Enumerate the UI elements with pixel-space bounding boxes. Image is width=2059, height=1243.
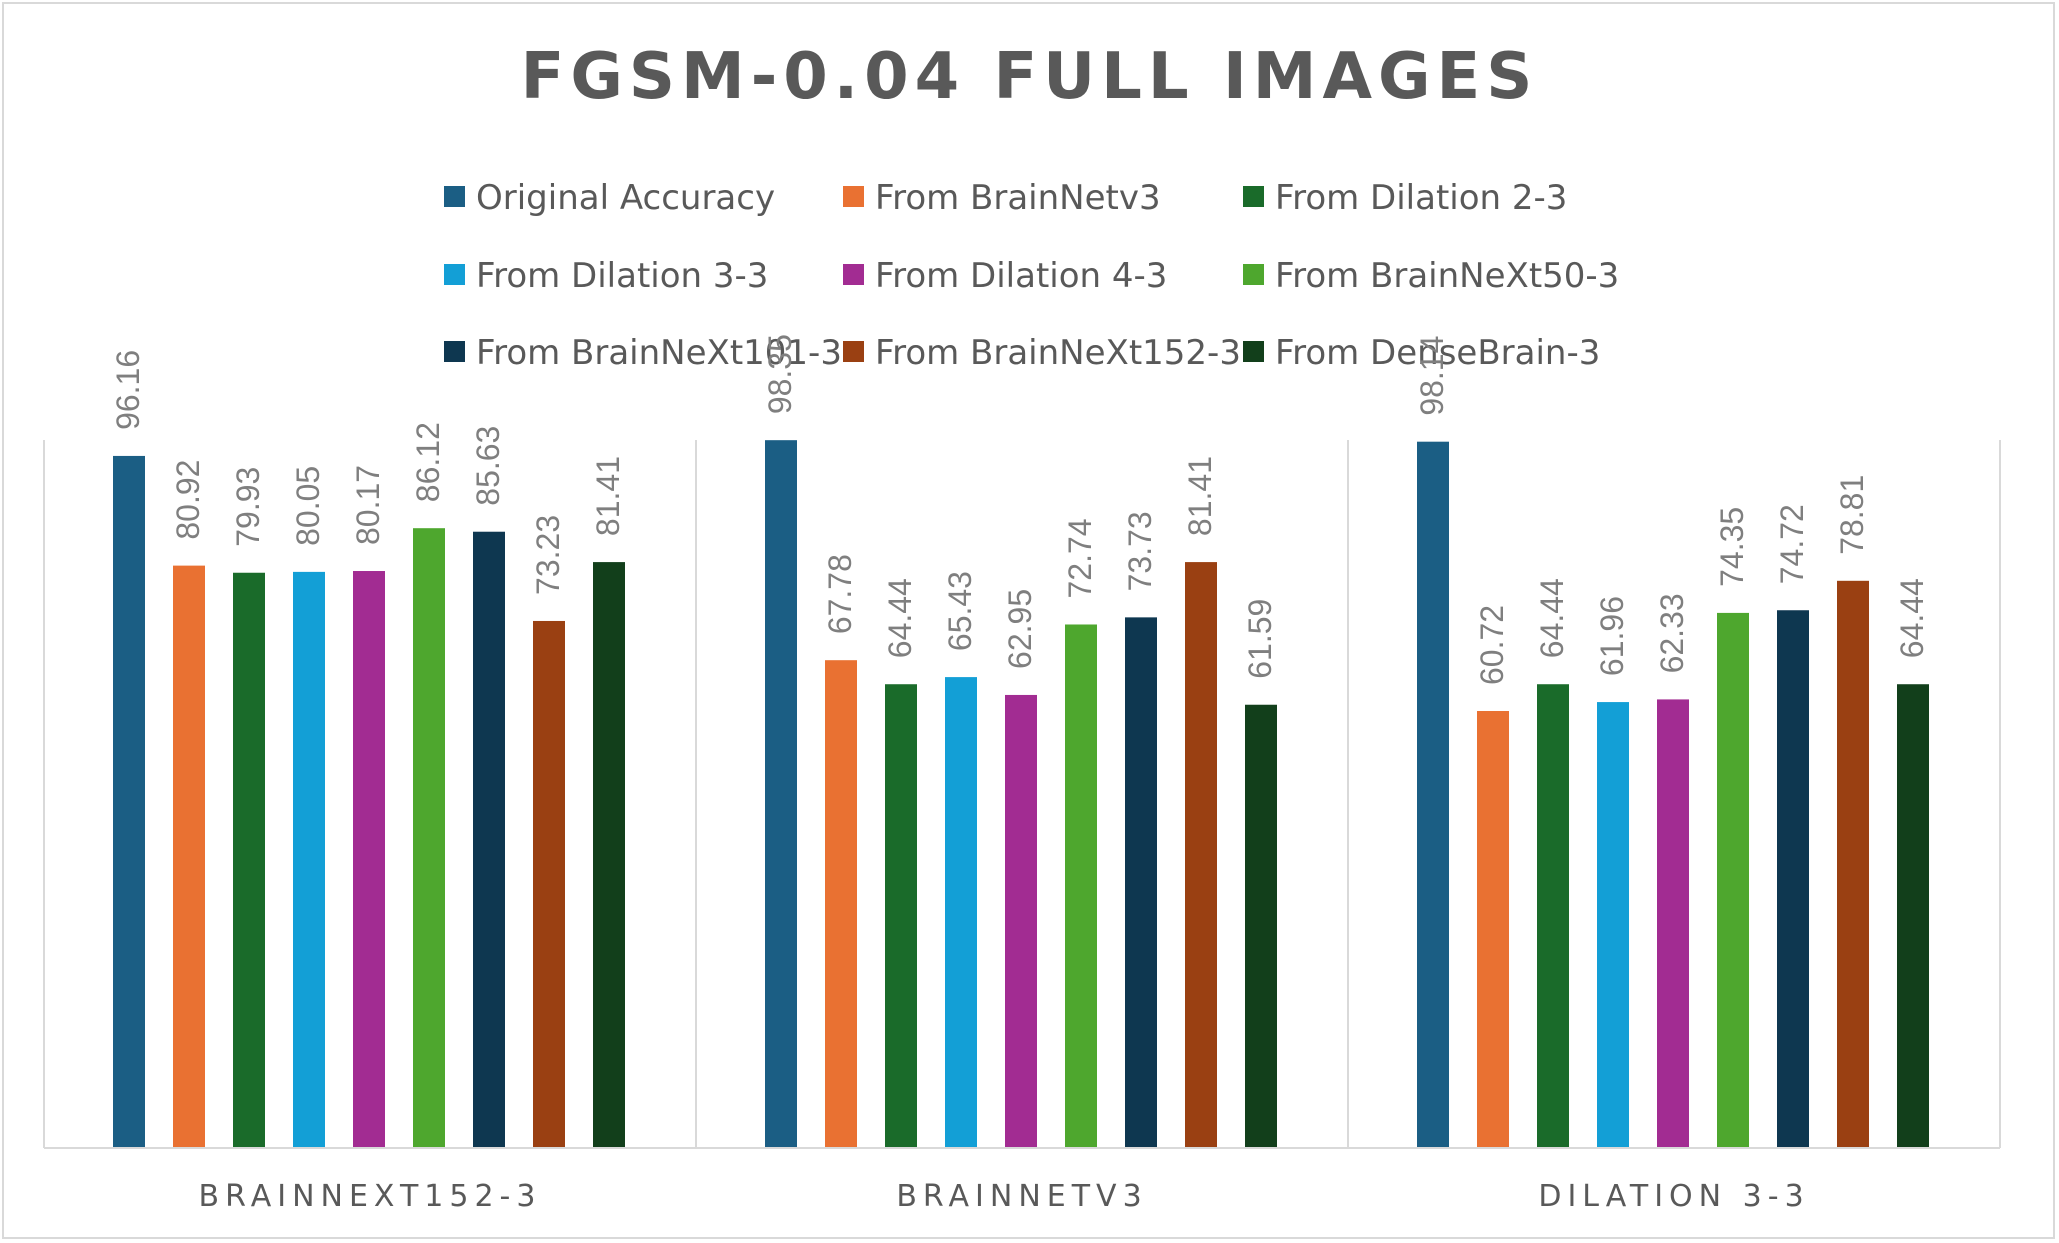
bar xyxy=(233,572,265,1148)
bar xyxy=(413,528,445,1148)
legend-swatch xyxy=(843,186,864,207)
bar xyxy=(825,660,857,1148)
bar xyxy=(1417,441,1449,1149)
legend-label: From BrainNeXt152-3 xyxy=(875,333,1241,373)
plot-area: 96.16 80.92 79.93 80.05 80.17 86.12 85.63 73.23… xyxy=(43,334,2001,1214)
data-label: 86.12 xyxy=(410,422,446,502)
bar xyxy=(173,565,205,1148)
bar xyxy=(1777,610,1809,1148)
data-label: 64.44 xyxy=(1894,578,1930,658)
bar xyxy=(1477,710,1509,1148)
legend-label: From BrainNeXt50-3 xyxy=(1275,256,1619,296)
data-label: 81.41 xyxy=(590,456,626,536)
data-label: 73.73 xyxy=(1122,511,1158,591)
legend: Original Accuracy From BrainNetv3 From Dil… xyxy=(444,178,1619,373)
data-label: 62.95 xyxy=(1002,589,1038,669)
category-label: BRAINNEXT152-3 xyxy=(199,1179,542,1214)
data-label: 61.96 xyxy=(1594,596,1630,676)
bar xyxy=(1897,684,1929,1148)
legend-swatch xyxy=(444,186,465,207)
legend-swatch xyxy=(444,264,465,285)
bar xyxy=(533,620,565,1148)
bar xyxy=(293,571,325,1148)
data-label: 73.23 xyxy=(530,515,566,595)
bar xyxy=(353,571,385,1148)
bar xyxy=(1717,612,1749,1148)
data-label: 74.72 xyxy=(1774,504,1810,584)
data-label: 85.63 xyxy=(470,426,506,506)
bar xyxy=(1837,580,1869,1148)
legend-swatch xyxy=(1243,264,1264,285)
legend-label: From Dilation 3-3 xyxy=(476,256,768,296)
bar xyxy=(1005,694,1037,1148)
bar xyxy=(765,440,797,1148)
category-label: BRAINNETV3 xyxy=(896,1179,1147,1214)
data-label: 65.43 xyxy=(942,571,978,651)
legend-swatch xyxy=(1243,341,1264,362)
data-label: 64.44 xyxy=(1534,578,1570,658)
legend-label: From DenseBrain-3 xyxy=(1275,333,1600,373)
bar xyxy=(473,531,505,1148)
data-label: 80.92 xyxy=(170,460,206,540)
bar xyxy=(1537,684,1569,1148)
bar xyxy=(1125,617,1157,1148)
legend-swatch xyxy=(843,341,864,362)
bar xyxy=(1597,702,1629,1148)
data-label: 98.14 xyxy=(1414,336,1450,416)
data-label: 60.72 xyxy=(1474,605,1510,685)
legend-label: From BrainNetv3 xyxy=(875,178,1161,218)
bar xyxy=(945,677,977,1148)
bar xyxy=(1657,699,1689,1148)
bar xyxy=(1245,704,1277,1148)
data-label: 96.16 xyxy=(110,350,146,430)
data-label: 67.78 xyxy=(822,554,858,634)
legend-label: From Dilation 2-3 xyxy=(1275,178,1567,218)
data-label: 81.41 xyxy=(1182,456,1218,536)
bar xyxy=(1185,562,1217,1148)
legend-label: From BrainNeXt101-3 xyxy=(476,333,842,373)
data-label: 80.17 xyxy=(350,465,386,545)
bar xyxy=(113,455,145,1148)
legend-swatch xyxy=(444,341,465,362)
data-label: 80.05 xyxy=(290,466,326,546)
chart-title: FGSM-0.04 FULL IMAGES xyxy=(520,40,1539,114)
data-label: 74.35 xyxy=(1714,507,1750,587)
data-label: 79.93 xyxy=(230,467,266,547)
data-label: 64.44 xyxy=(882,578,918,658)
data-label: 72.74 xyxy=(1062,518,1098,598)
bar xyxy=(593,562,625,1148)
legend-swatch xyxy=(843,264,864,285)
data-label: 98.35 xyxy=(762,334,798,414)
legend-label: From Dilation 4-3 xyxy=(875,256,1167,296)
category-label: DILATION 3-3 xyxy=(1538,1179,1809,1214)
bar xyxy=(885,684,917,1148)
data-label: 62.33 xyxy=(1654,593,1690,673)
legend-label: Original Accuracy xyxy=(476,178,775,218)
legend-swatch xyxy=(1243,186,1264,207)
data-label: 78.81 xyxy=(1834,475,1870,555)
data-label: 61.59 xyxy=(1242,599,1278,679)
bar xyxy=(1065,624,1097,1148)
